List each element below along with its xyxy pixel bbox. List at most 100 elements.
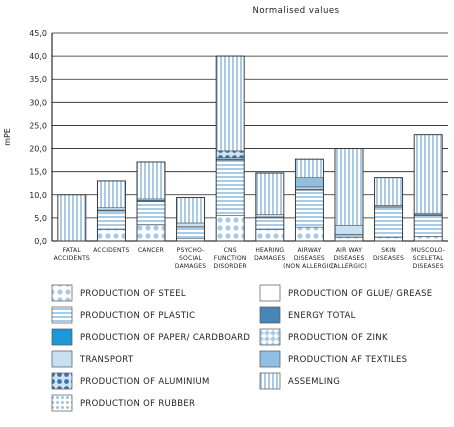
y-tick-label: 10,0 <box>29 191 47 200</box>
bar-segment-production-of-steel <box>334 237 364 242</box>
legend-entry-transport: TRANSPORT <box>51 350 134 368</box>
legend-label: PRODUCTION OF ALUMINIUM <box>80 377 210 387</box>
bar-segment-production-of-plastic <box>413 215 443 237</box>
legend-swatch <box>259 372 281 390</box>
legend-entry-assemling: ASSEMLING <box>259 372 340 390</box>
bar-outline <box>215 55 245 242</box>
bar-segment-assemling <box>57 194 87 242</box>
bar-outline <box>57 194 87 242</box>
bar-segment-production-of-plastic <box>255 217 285 230</box>
legend-entry-production-of-rubber: PRODUCTION OF RUBBER <box>51 394 195 412</box>
y-tick-label: 20,0 <box>29 145 47 154</box>
legend: PRODUCTION OF STEEL PRODUCTION OF GLUE/ G… <box>51 284 432 412</box>
y-tick-label: 40,0 <box>29 52 47 61</box>
y-tick-label: 30,0 <box>29 98 47 107</box>
legend-swatch <box>51 306 73 324</box>
legend-label: PRODUCTION OF ZINK <box>288 333 388 343</box>
bar-segment-assemling <box>215 55 245 152</box>
x-tick-label: ACCIDENTS <box>93 247 129 254</box>
y-tick-label: 15,0 <box>29 168 47 177</box>
bar-segment-assemling <box>374 177 403 206</box>
legend-entry-production-of-plastic: PRODUCTION OF PLASTIC <box>51 306 195 324</box>
y-axis-label: mPE <box>3 128 12 146</box>
legend-swatch <box>51 328 73 346</box>
bar-segment-production-of-plastic <box>97 210 126 230</box>
legend-label: PRODUCTION AF TEXTILES <box>288 355 407 365</box>
bar-segment-assemling <box>295 158 324 178</box>
bar-segment-production-of-steel <box>136 224 166 242</box>
legend-entry-production-of-zink: PRODUCTION OF ZINK <box>259 328 388 346</box>
bar-segment-assemling <box>255 172 285 215</box>
bar-segment-production-of-steel <box>97 229 126 242</box>
bar-segment-production-of-steel <box>295 226 324 242</box>
x-tick-label: AIRWAY DISEASES (NON ALLERGIC) <box>283 247 335 270</box>
bar-segment-assemling <box>334 148 364 226</box>
legend-label: ASSEMLING <box>288 377 340 387</box>
x-tick-label: SKIN DISEASES <box>373 247 404 262</box>
bar-segment-production-of-plastic <box>374 206 403 238</box>
bar-segment-production-of-plastic <box>215 159 245 216</box>
x-tick-label: AIR WAY DISEASES (ALLERGIC) <box>331 247 367 270</box>
legend-entry-production-af-textiles: PRODUCTION AF TEXTILES <box>259 350 407 368</box>
legend-label: PRODUCTION OF GLUE/ GREASE <box>288 289 432 299</box>
legend-swatch <box>51 284 73 302</box>
legend-label: TRANSPORT <box>79 355 134 365</box>
legend-label: PRODUCTION OF PAPER/ CARDBOARD <box>80 333 250 343</box>
legend-label: PRODUCTION OF PLASTIC <box>80 311 195 321</box>
bar-segment-production-of-plastic <box>295 189 324 228</box>
bar-segment-production-of-plastic <box>136 201 166 226</box>
legend-swatch <box>259 284 281 302</box>
y-tick-label: 0,0 <box>34 237 47 246</box>
legend-entry-production-of-glue-grease: PRODUCTION OF GLUE/ GREASE <box>259 284 432 302</box>
bar-segment-transport <box>255 214 285 218</box>
bar-outline <box>294 158 324 242</box>
legend-swatch <box>259 306 281 324</box>
bar-segment-production-of-steel <box>413 236 443 242</box>
bar-outline <box>96 180 126 242</box>
x-tick-label: MUSCOLO-SCELETAL DISEASES <box>411 247 445 270</box>
legend-swatch <box>259 328 281 346</box>
x-tick-label: CANCER <box>138 247 164 254</box>
y-tick-label: 5,0 <box>34 214 47 223</box>
legend-swatch <box>51 394 73 412</box>
bar-segment-transport <box>334 224 364 235</box>
x-tick-label: CNS FUNCTION DISORDER <box>214 247 247 270</box>
legend-swatch <box>51 372 73 390</box>
bar-outline <box>374 177 404 242</box>
bar-segment-transport <box>97 207 126 211</box>
bar-segment-transport <box>176 222 205 227</box>
bar-segment-production-of-aluminium <box>215 150 245 159</box>
bar-segment-assemling <box>176 197 205 224</box>
bar-outline <box>136 161 166 242</box>
bar-segment-production-of-steel <box>255 229 285 242</box>
chart-title: Normalised values <box>252 6 339 16</box>
bar-segment-production-of-steel <box>374 237 403 242</box>
bar-segment-assemling <box>136 161 166 200</box>
bar-outline <box>255 172 285 242</box>
labels: Normalised values mPE 0,0 5,0 10,0 15,0 20,0 25… <box>3 6 445 270</box>
y-tick-label: 35,0 <box>29 75 47 84</box>
bar-segment-production-of-plastic <box>334 234 364 238</box>
x-tick-label: PSYCHO-SOCIAL DAMAGES <box>175 247 206 270</box>
bar-segment-transport <box>295 186 324 190</box>
y-tick-label: 25,0 <box>29 121 47 130</box>
bar-segment-production-of-steel <box>215 215 245 242</box>
x-tick-label: HEARING DAMAGES <box>254 247 285 262</box>
bars <box>57 55 443 242</box>
y-tick-label: 45,0 <box>29 29 47 38</box>
legend-entry-production-of-steel: PRODUCTION OF STEEL <box>51 284 186 302</box>
legend-entry-energy-total: ENERGY TOTAL <box>259 306 356 324</box>
legend-label: ENERGY TOTAL <box>288 311 356 321</box>
legend-entry-production-of-aluminium: PRODUCTION OF ALUMINIUM <box>51 372 210 390</box>
legend-swatch <box>259 350 281 368</box>
bar-outline <box>176 197 206 242</box>
bar-segment-production-af-textiles <box>295 177 324 188</box>
x-tick-label: FATAL ACCIDENTS <box>54 247 90 262</box>
legend-entry-production-of-paper-cardboard: PRODUCTION OF PAPER/ CARDBOARD <box>51 328 250 346</box>
bar-segment-assemling <box>97 180 126 209</box>
bar-outline <box>413 134 443 242</box>
legend-swatch <box>51 350 73 368</box>
bar-outline <box>334 148 364 242</box>
